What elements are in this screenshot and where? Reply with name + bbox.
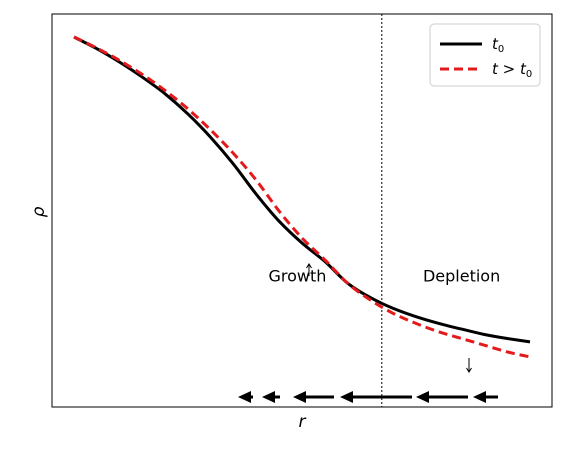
flow-arrow: [293, 391, 334, 403]
annotation-depletion: Depletion: [423, 267, 500, 286]
flow-arrow: [473, 391, 498, 403]
series-layer: [73, 35, 531, 359]
depletion-change-arrow: [466, 358, 472, 373]
x-axis-label: r: [299, 412, 307, 432]
flow-arrows-layer: [238, 391, 498, 403]
flow-arrow: [262, 391, 280, 403]
legend-label-t0: t0: [492, 35, 504, 55]
flow-arrow: [416, 391, 468, 403]
legend: t0 t > t0: [429, 23, 541, 87]
legend-label-t-later: t > t0: [492, 60, 532, 80]
growth-change-arrow: [306, 263, 312, 276]
flow-arrow: [238, 391, 253, 403]
change-arrows-layer: [306, 263, 472, 373]
y-axis-label: ρ: [29, 206, 49, 217]
flow-arrow: [340, 391, 412, 403]
annotation-growth: Growth: [268, 267, 326, 286]
series-line-t-later: [73, 35, 531, 359]
series-line-t0: [73, 35, 531, 344]
